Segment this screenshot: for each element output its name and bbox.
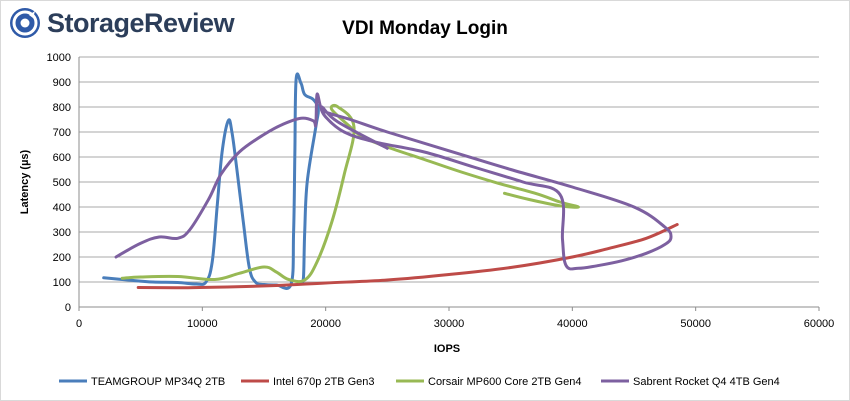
x-tick-label: 20000 <box>310 318 341 330</box>
y-tick-label: 800 <box>53 102 71 114</box>
y-tick-label: 100 <box>53 277 71 289</box>
x-tick-label: 60000 <box>804 318 835 330</box>
y-tick-label: 400 <box>53 202 71 214</box>
y-axis-label: Latency (µs) <box>19 149 31 214</box>
y-tick-label: 500 <box>53 177 71 189</box>
legend-item-3: Sabrent Rocket Q4 4TB Gen4 <box>601 376 780 388</box>
series-line-0 <box>102 72 320 290</box>
storagereview-logo-icon <box>10 8 40 38</box>
x-axis-label: IOPS <box>434 343 460 355</box>
x-tick-label: 40000 <box>557 318 588 330</box>
series-line-1 <box>136 223 679 290</box>
chart-title: VDI Monday Login <box>342 18 508 39</box>
brand-name: StorageReview <box>47 7 235 38</box>
x-tick-label: 30000 <box>434 318 465 330</box>
series-layer <box>102 72 679 290</box>
legend-label: Sabrent Rocket Q4 4TB Gen4 <box>633 376 780 388</box>
x-tick-label: 50000 <box>680 318 711 330</box>
y-tick-label: 200 <box>53 252 71 264</box>
brand-logo: StorageReview <box>9 7 235 39</box>
legend: TEAMGROUP MP34Q 2TB Intel 670p 2TB Gen3 Co… <box>59 376 780 388</box>
x-tick-label: 0 <box>76 318 82 330</box>
y-tick-label: 0 <box>65 302 71 314</box>
y-tick-label: 900 <box>53 77 71 89</box>
y-tick-label: 1000 <box>47 52 71 64</box>
y-tick-label: 300 <box>53 227 71 239</box>
y-tick-label: 600 <box>53 152 71 164</box>
grid-lines <box>79 56 819 283</box>
legend-label: Corsair MP600 Core 2TB Gen4 <box>428 376 581 388</box>
x-tick-label: 10000 <box>187 318 218 330</box>
legend-item-0: TEAMGROUP MP34Q 2TB <box>59 376 225 388</box>
y-tick-label: 700 <box>53 127 71 139</box>
legend-label: TEAMGROUP MP34Q 2TB <box>91 376 225 388</box>
legend-label: Intel 670p 2TB Gen3 <box>273 376 375 388</box>
legend-item-2: Corsair MP600 Core 2TB Gen4 <box>396 376 581 388</box>
series-line-3 <box>114 92 673 271</box>
legend-item-1: Intel 670p 2TB Gen3 <box>241 376 375 388</box>
series-line-2 <box>120 103 580 284</box>
